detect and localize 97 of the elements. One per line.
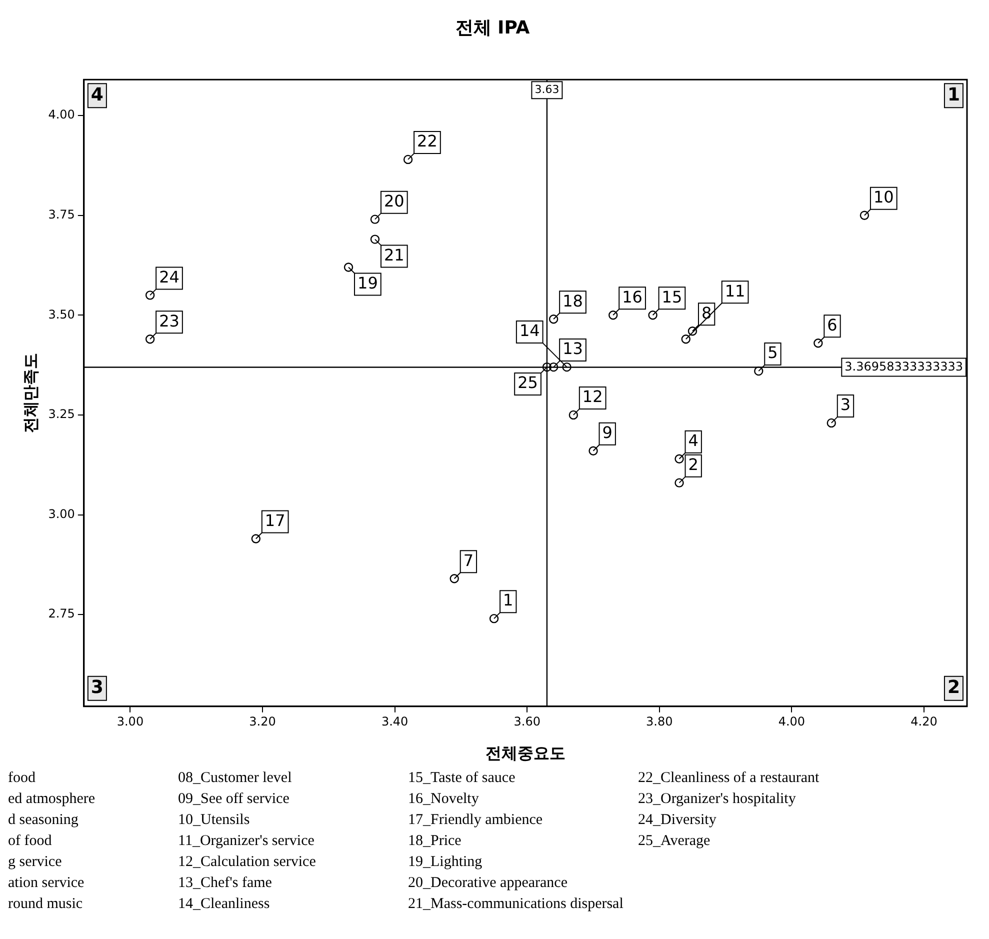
text: round music <box>8 895 84 914</box>
point <box>681 334 690 344</box>
point <box>860 210 870 220</box>
point <box>450 574 459 584</box>
y-tick-label: 2.75 <box>48 606 75 621</box>
text: d seasoning <box>8 811 80 830</box>
text: 08_Customer level <box>178 769 293 788</box>
annotation: 18 <box>562 291 583 310</box>
text: 09_See off service <box>178 790 290 809</box>
text: 12_Calculation service <box>178 853 317 872</box>
annotation: 8 <box>701 303 712 322</box>
text: ed atmosphere <box>8 790 96 809</box>
annotation: 3 <box>90 677 104 698</box>
text: 19_Lighting <box>408 853 484 872</box>
point <box>370 234 380 244</box>
point <box>145 334 155 344</box>
point <box>588 446 598 456</box>
point <box>145 290 155 300</box>
text: food <box>8 769 36 788</box>
annotation: 10 <box>873 187 894 206</box>
annotation: 12 <box>582 387 603 406</box>
text: 18_Price <box>408 832 462 851</box>
text: 25_Average <box>638 832 712 851</box>
point <box>344 262 354 272</box>
text: 10_Utensils <box>178 811 251 830</box>
point <box>674 478 684 488</box>
text: 17_Friendly ambience <box>408 811 544 830</box>
y-tick-label: 3.50 <box>48 307 75 322</box>
text: 14_Cleanliness <box>178 895 271 914</box>
annotation: 22 <box>417 132 438 151</box>
annotation: 6 <box>827 315 838 334</box>
annotation: 5 <box>768 343 778 362</box>
annotation: 15 <box>662 287 682 306</box>
y-tick-label: 3.00 <box>48 506 75 521</box>
annotation: 13 <box>562 339 583 358</box>
annotation: 14 <box>519 321 540 340</box>
chart-title: 전체 IPA <box>455 17 530 38</box>
point <box>608 310 618 320</box>
x-tick-label: 3.60 <box>514 714 540 729</box>
annotation: 2 <box>688 454 698 474</box>
text: 24_Diversity <box>638 811 718 830</box>
x-tick-label: 3.00 <box>116 714 144 729</box>
point <box>251 534 261 544</box>
x-tick-label: 4.00 <box>778 714 806 729</box>
y-tick-label: 3.75 <box>48 207 75 222</box>
annotation: 19 <box>358 273 378 292</box>
y-tick-label: 3.25 <box>48 407 75 422</box>
y-axis-title: 전체만족도 <box>20 353 40 433</box>
text: 23_Organizer's hospitality <box>638 790 797 809</box>
x-tick-label: 4.20 <box>910 714 938 729</box>
text: 15_Taste of sauce <box>408 769 516 788</box>
point <box>370 214 380 224</box>
point <box>826 418 836 428</box>
text: 20_Decorative appearance <box>408 874 568 893</box>
annotation: 1 <box>947 84 960 106</box>
annotation: 24 <box>159 267 180 286</box>
point <box>403 154 413 164</box>
point <box>489 614 499 624</box>
annotation: 17 <box>264 510 286 530</box>
annotation: 20 <box>384 191 404 210</box>
point <box>754 366 764 376</box>
annotation: 11 <box>724 281 746 300</box>
annotation: 9 <box>602 423 612 442</box>
text: 16_Novelty <box>408 790 480 809</box>
annotation: 25 <box>518 373 538 392</box>
annotation: 1 <box>503 590 514 610</box>
annotation: 21 <box>384 245 404 264</box>
text: of food <box>8 832 53 851</box>
point <box>542 362 552 372</box>
annotation: 3 <box>840 395 851 414</box>
annotation: 2 <box>947 677 960 698</box>
text: ation service <box>8 874 86 893</box>
x-tick-label: 3.40 <box>381 714 408 729</box>
point <box>562 362 572 372</box>
ref-line-label: 3.63 <box>534 82 560 96</box>
point <box>548 362 558 372</box>
ref-line-label: 3.36958333333333 <box>844 359 964 374</box>
x-axis-title: 전체중요도 <box>485 744 566 763</box>
point <box>568 410 578 420</box>
y-tick-label: 4.00 <box>48 108 75 122</box>
annotation: 4 <box>688 431 698 450</box>
point <box>688 326 698 336</box>
annotation: 4 <box>90 84 104 106</box>
point <box>814 338 823 348</box>
text: 13_Chef's fame <box>178 874 273 893</box>
x-tick-label: 3.20 <box>249 714 276 729</box>
text: g service <box>8 853 63 872</box>
text: 11_Organizer's service <box>178 832 316 851</box>
annotation: 23 <box>159 311 180 330</box>
point <box>674 454 684 464</box>
annotation: 16 <box>622 287 642 306</box>
x-tick-label: 3.80 <box>646 714 673 729</box>
point <box>548 314 558 324</box>
text: 22_Cleanliness of a restaurant <box>638 769 820 788</box>
annotation: 7 <box>463 550 474 570</box>
text: 21_Mass-communications dispersal <box>408 895 624 914</box>
point <box>648 310 658 320</box>
